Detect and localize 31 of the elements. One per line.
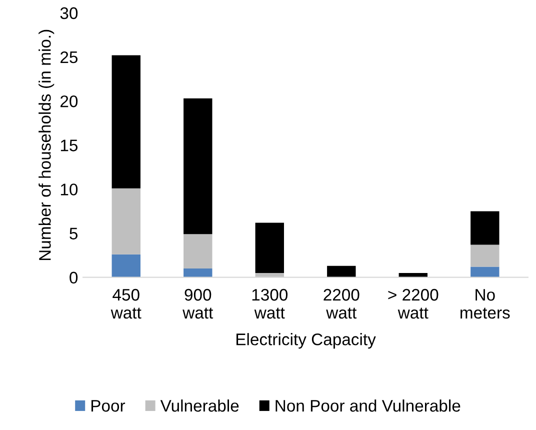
legend-label: Vulnerable [160, 399, 239, 412]
y-tick-label: 25 [60, 51, 78, 64]
bar [327, 266, 356, 278]
y-tick-label: 0 [70, 272, 78, 284]
bar [470, 266, 500, 278]
bar [398, 272, 428, 278]
bar [184, 268, 212, 278]
x-tick-label: 900 watt [182, 288, 214, 319]
legend-label: Poor [91, 400, 126, 412]
bar [255, 222, 284, 273]
y-tick-label: 20 [60, 95, 78, 108]
bar [255, 272, 284, 278]
x-tick-label: 450 watt [110, 288, 142, 319]
x-tick-label: No meters [460, 289, 510, 319]
x-tick-label: 2200 watt [324, 288, 360, 319]
y-tick-label: 5 [70, 228, 78, 240]
bar [112, 254, 140, 278]
bar [184, 234, 212, 269]
x-tick-label: 1300 watt [252, 288, 288, 319]
y-tick-label: 30 [60, 7, 78, 20]
bar [470, 211, 500, 245]
bar [112, 55, 140, 188]
bar [470, 244, 500, 267]
y-tick-label: 10 [60, 184, 78, 196]
y-tick-label: 15 [60, 140, 78, 152]
y-axis-title: Number of households (in mio.) [38, 30, 54, 260]
x-axis-title: Electricity Capacity [236, 333, 376, 349]
bar [184, 98, 212, 234]
legend-label: Non Poor and Vulnerable [276, 399, 460, 412]
bar [112, 188, 140, 254]
x-tick-label: > 2200 watt [388, 288, 438, 319]
